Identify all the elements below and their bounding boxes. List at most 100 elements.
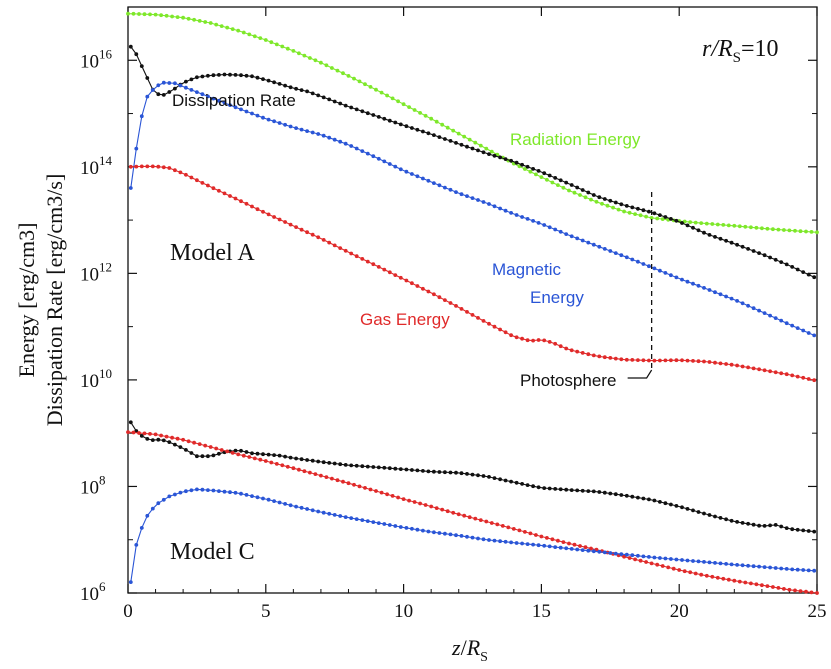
data-point [159,433,164,438]
data-point [335,68,340,73]
data-point [569,488,574,492]
data-point [426,529,431,534]
data-point [459,307,464,311]
data-point [707,288,712,292]
x-axis-title: z/RS [451,635,488,665]
data-point [250,494,254,498]
data-point [131,430,136,435]
data-point [525,338,530,343]
data-point [801,375,806,380]
data-point [691,508,695,513]
data-point [718,361,723,366]
data-point [445,509,450,514]
data-point [580,238,585,243]
data-point [156,164,161,169]
data-point [261,115,265,120]
data-point [448,532,453,537]
data-point [713,561,717,565]
data-point [404,169,409,174]
data-point [602,490,607,495]
data-point [126,430,130,434]
data-point [531,167,535,171]
data-point [619,202,624,207]
data-point [184,79,188,84]
data-point [250,204,254,209]
data-point [547,544,552,549]
x-axis-title-sub: S [480,650,488,665]
data-point [390,494,395,498]
data-point [387,523,392,527]
data-point [222,72,227,77]
data-point [175,436,180,441]
data-point [459,142,464,147]
data-point [608,491,613,496]
data-point [291,466,296,471]
data-point [564,487,569,492]
data-point [611,205,615,210]
data-point [239,199,243,204]
data-point [423,503,428,507]
data-point [368,487,373,492]
data-point [396,99,400,104]
data-point [470,535,475,540]
data-point [602,197,607,201]
data-point [376,156,381,161]
data-point [305,89,309,94]
data-point [542,223,547,227]
data-point [779,524,784,529]
data-point [580,488,585,493]
data-point [534,172,538,177]
data-point [702,359,706,364]
data-point [294,456,298,461]
data-point [511,527,516,531]
y-tick-label: 106 [80,579,106,605]
data-point [437,531,442,535]
data-point [379,490,384,495]
data-point [558,178,563,183]
y-axis-title-line2: Dissipation Rate [erg/cm3/s] [42,174,67,427]
series-magnetic-energy-model-c [128,487,817,584]
data-point [128,164,133,169]
data-point [349,516,354,520]
data-point [669,557,673,561]
data-point [487,152,491,157]
data-point [735,242,739,247]
data-point [735,520,739,524]
data-point [815,591,819,595]
data-point [597,490,602,494]
data-point [624,357,629,362]
data-point [173,86,177,91]
data-point [704,573,709,578]
data-point [255,495,260,500]
data-point [481,150,486,155]
data-point [641,208,646,213]
data-point [503,157,508,162]
data-point [365,259,370,264]
data-point [173,492,177,497]
data-point [222,191,227,196]
data-point [219,24,224,28]
data-point [156,92,161,97]
x-tick-label: 0 [123,601,133,622]
data-point [150,164,155,169]
data-point [740,364,745,369]
data-point [261,496,265,501]
data-point [332,513,337,517]
data-point [771,585,775,589]
data-point [211,186,216,191]
data-point [382,116,387,121]
data-point [456,512,461,517]
data-point [195,90,199,94]
y-tick-label: 1016 [80,46,113,72]
data-point [465,144,469,149]
data-point [801,270,806,274]
data-point [175,15,180,19]
data-point [724,362,728,366]
data-point [239,107,243,112]
data-point [580,548,585,552]
data-point [569,183,574,187]
data-point [195,487,199,492]
data-point [749,581,753,586]
data-point [150,506,155,511]
data-point [357,484,362,489]
